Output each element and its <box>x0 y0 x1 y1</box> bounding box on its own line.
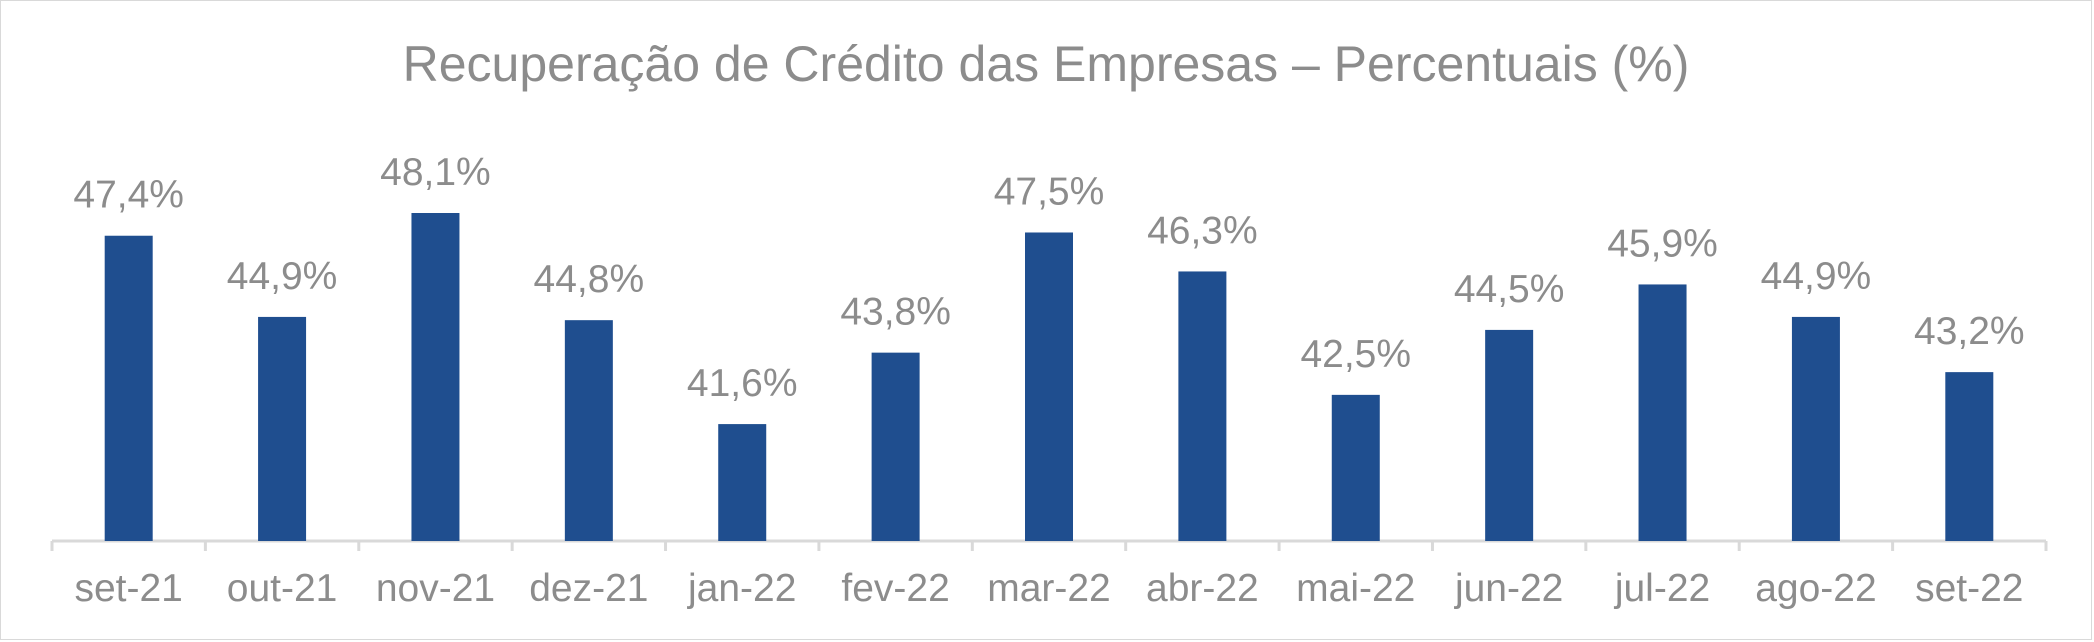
tick-label-nov-21: nov-21 <box>376 567 495 610</box>
data-label-mar-22: 47,5% <box>994 170 1105 213</box>
tick-label-out-21: out-21 <box>227 567 338 610</box>
tick-label-ago-22: ago-22 <box>1755 567 1876 610</box>
data-label-dez-21: 44,8% <box>534 258 645 301</box>
bar-jul-22 <box>1638 284 1687 541</box>
chart-title: Recuperação de Crédito das Empresas – Pe… <box>402 36 1690 92</box>
bars-group <box>104 213 1994 541</box>
data-label-jun-22: 44,5% <box>1454 268 1565 311</box>
bar-jun-22 <box>1485 329 1534 541</box>
bar-jan-22 <box>718 424 767 541</box>
data-label-jan-22: 41,6% <box>687 362 798 405</box>
tick-label-abr-22: abr-22 <box>1146 567 1259 610</box>
bar-set-22 <box>1945 372 1994 541</box>
bar-out-21 <box>258 316 307 541</box>
data-label-nov-21: 48,1% <box>380 151 491 194</box>
tick-label-set-22: set-22 <box>1915 567 2023 610</box>
tick-labels-group: set-21 out-21 nov-21 dez-21 jan-22 fev-22 mar-… <box>74 567 2023 610</box>
tick-label-jun-22: jun-22 <box>1454 567 1563 610</box>
tick-label-fev-22: fev-22 <box>841 567 949 610</box>
tick-label-set-21: set-21 <box>74 567 182 610</box>
data-label-set-22: 43,2% <box>1914 310 2025 353</box>
data-label-mai-22: 42,5% <box>1300 333 1411 376</box>
data-label-ago-22: 44,9% <box>1761 255 1872 298</box>
data-label-jul-22: 45,9% <box>1607 222 1718 265</box>
bar-nov-21 <box>411 213 460 541</box>
bar-mar-22 <box>1025 232 1073 541</box>
bar-fev-22 <box>871 352 920 541</box>
bar-ago-22 <box>1791 316 1840 541</box>
tick-label-dez-21: dez-21 <box>529 567 648 610</box>
data-label-out-21: 44,9% <box>227 255 338 298</box>
tick-label-jul-22: jul-22 <box>1614 567 1710 610</box>
bar-abr-22 <box>1178 271 1227 541</box>
data-label-abr-22: 46,3% <box>1147 209 1258 252</box>
tick-label-mai-22: mai-22 <box>1296 567 1415 610</box>
data-label-fev-22: 43,8% <box>840 291 951 334</box>
bar-dez-21 <box>564 320 613 541</box>
bar-mai-22 <box>1331 394 1380 541</box>
data-label-set-21: 47,4% <box>73 174 184 217</box>
data-labels-group: 47,4% 44,9% 48,1% 44,8% 41,6% 43,8% 47,5% 46,3%… <box>73 151 2024 405</box>
tick-label-jan-22: jan-22 <box>687 567 796 610</box>
bar-set-21 <box>104 235 153 541</box>
tick-label-mar-22: mar-22 <box>987 567 1111 610</box>
x-axis <box>50 539 2048 551</box>
